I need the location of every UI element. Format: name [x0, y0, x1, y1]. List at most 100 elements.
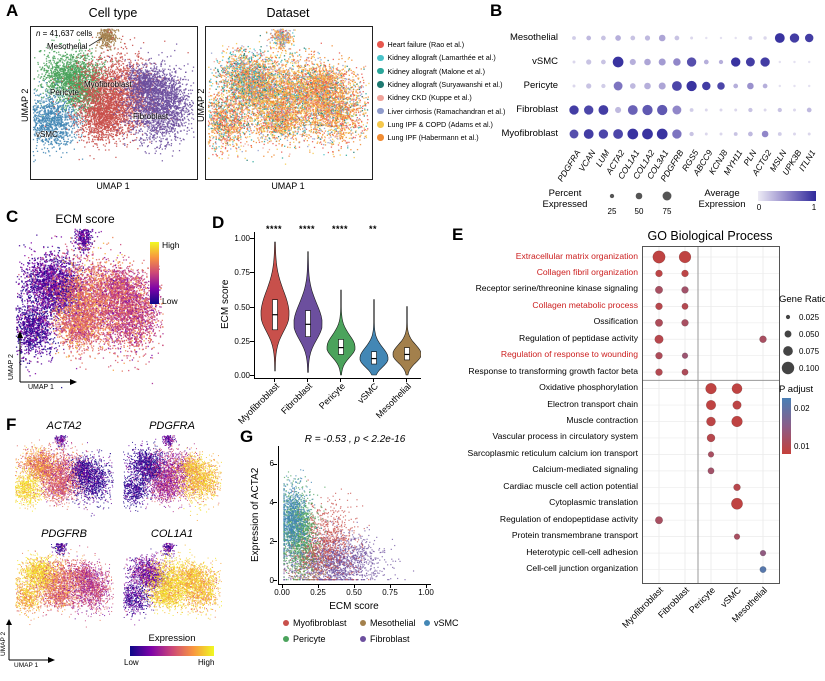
scatter-xtick: 1.00: [418, 588, 434, 597]
marker-dot: [657, 104, 668, 116]
ecm-umap-axis-arrows: [17, 331, 77, 385]
marker-dot: [601, 35, 606, 41]
dataset-legend-item: Kidney CKD (Kuppe et al.): [377, 91, 472, 104]
gene-ratio-legend-value: 0.025: [799, 313, 820, 322]
dataset-legend-label: Kidney allograft (Lamarthée et al.): [387, 53, 496, 63]
marker-dot: [613, 81, 623, 91]
go-dot: [681, 368, 689, 376]
go-dot: [655, 269, 663, 278]
marker-dot: [658, 82, 666, 90]
marker-dot: [686, 57, 697, 67]
go-dot: [655, 368, 663, 376]
go-term-label: Collagen metabolic process: [532, 299, 638, 310]
percent-legend-value: 25: [608, 207, 617, 216]
average-expression-legend-title: Average Expression: [690, 188, 754, 210]
marker-dot: [807, 84, 811, 88]
marker-dot: [598, 105, 609, 115]
dataset-legend-item: Heart failure (Rao et al.): [377, 38, 464, 51]
marker-dot: [569, 105, 579, 115]
dataset-umap-canvas: [206, 27, 370, 177]
marker-dot: [586, 35, 592, 41]
marker-dot: [705, 36, 708, 40]
percent-legend-value: 75: [663, 207, 672, 216]
celltype-legend-dot: [360, 636, 366, 642]
x-tickmark: [282, 585, 283, 588]
marker-dot: [656, 128, 668, 140]
gene-ratio-legend-title: Gene Ratio: [779, 294, 825, 305]
go-dot: [655, 516, 663, 525]
go-dot: [706, 433, 716, 443]
marker-dot: [702, 81, 711, 91]
avg-title-line2: Expression: [698, 199, 746, 210]
avg-tick-0: 0: [756, 203, 762, 212]
go-dot: [654, 334, 664, 344]
marker-dot: [612, 56, 624, 68]
cell-count-label: n = 41,637 cells: [36, 29, 92, 38]
x-tickmark: [318, 585, 319, 588]
celltype-xlabel: UMAP 1: [96, 181, 130, 191]
celltype-legend-label: Pericyte: [293, 634, 326, 644]
panel-d-label: D: [212, 213, 225, 232]
cluster-label-mesothelial: Mesothelial: [47, 42, 88, 51]
dataset-legend-label: Liver cirrhosis (Ramachandran et al.): [387, 106, 506, 116]
marker-dot: [598, 129, 609, 139]
panel-f-label: F: [6, 415, 17, 434]
marker-dot: [719, 132, 723, 136]
marker-dot: [644, 58, 651, 66]
celltype-umap-frame: [30, 26, 198, 180]
marker-dot: [717, 82, 725, 90]
marker-dot: [793, 108, 796, 112]
go-dot: [705, 399, 717, 411]
marker-dot: [807, 132, 811, 136]
cluster-label-pericyte: Pericyte: [50, 88, 79, 97]
marker-dot: [807, 60, 811, 64]
violin-ytick: 0.50: [234, 302, 250, 312]
dotplot-row-label: Pericyte: [523, 80, 558, 91]
p-adjust-tick-002: 0.02: [794, 404, 810, 413]
cluster-label-myofibroblast: Myofibroblast: [84, 80, 132, 89]
p-adjust-tick-001: 0.01: [794, 442, 810, 451]
gene-ratio-legend-dot: [784, 330, 792, 338]
percent-title-line2: Expressed: [542, 199, 588, 210]
marker-dot: [763, 36, 767, 40]
marker-dotplot: [569, 33, 814, 140]
dataset-legend-dot: [377, 81, 384, 88]
dataset-legend-dot: [377, 54, 384, 62]
expression-colorbar: [130, 646, 214, 656]
significance-stars: ****: [298, 224, 315, 234]
y-tickmark: [250, 340, 254, 342]
percent-title-line1: Percent: [548, 188, 582, 199]
scatter-ytick: 6: [269, 459, 274, 469]
marker-dot: [748, 131, 753, 137]
feature-umap-pdgfra: [122, 434, 222, 522]
violin-ytick: 1.00: [234, 234, 250, 243]
celltype-legend-dot: [424, 620, 430, 626]
go-dot: [731, 497, 743, 510]
marker-dot: [690, 36, 694, 40]
marker-dot: [778, 60, 782, 64]
x-tickmark: [354, 585, 355, 588]
marker-dot: [642, 128, 653, 140]
percent-legend-dot: [635, 192, 643, 200]
scatter-xlabel: ECM score: [329, 601, 379, 612]
go-dot: [733, 533, 741, 540]
gene-ratio-legend-dot: [785, 314, 791, 320]
go-term-label: Calcium-mediated signaling: [532, 464, 638, 475]
go-term-label: Muscle contraction: [566, 415, 638, 425]
violin-ytick: 0.75: [234, 268, 250, 278]
feature-umap-pdgfrb: [14, 542, 114, 630]
marker-dot: [629, 83, 636, 89]
percent-expressed-legend-dots: 25 50 75: [608, 191, 672, 216]
go-dot: [655, 318, 663, 327]
marker-dot: [731, 57, 741, 67]
marker-dot: [718, 59, 724, 65]
violin-shape: [359, 299, 389, 376]
scatter-ylabel: Expression of ACTA2: [250, 467, 261, 562]
expression-colorbar-title: Expression: [148, 633, 196, 644]
x-tickmark: [426, 585, 427, 588]
dataset-legend-label: Kidney allograft (Malone et al.): [387, 66, 485, 76]
feature-title-acta2: ACTA2: [46, 420, 82, 432]
ecm-colorbar-high: High: [162, 240, 180, 250]
y-tickmark: [250, 306, 254, 308]
go-dot: [731, 415, 743, 428]
